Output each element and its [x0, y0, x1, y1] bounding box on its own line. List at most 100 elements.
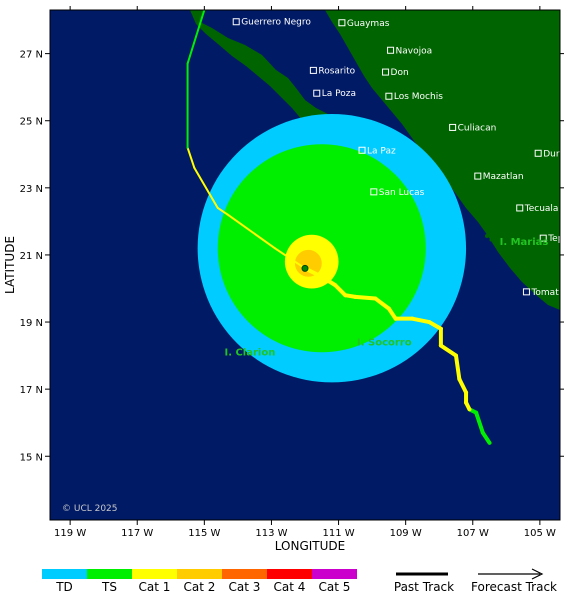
past-track-label: Past Track — [394, 580, 454, 594]
city-marker — [385, 92, 393, 100]
legend-swatch — [267, 569, 312, 579]
city-label: Mazatlan — [483, 172, 524, 182]
track-segment — [193, 166, 219, 209]
city-label: Durango — [543, 149, 580, 159]
plot-frame — [49, 9, 561, 521]
legend-swatch — [132, 569, 177, 579]
island-label: I. Clarion — [224, 348, 275, 359]
lat-tick-label: 19 N — [20, 318, 43, 329]
city-marker — [516, 204, 524, 212]
legend-swatch — [87, 569, 132, 579]
legend-label: TD — [55, 580, 73, 594]
city-marker — [449, 123, 457, 131]
city-label: Rosarito — [318, 66, 355, 76]
lat-tick-label: 15 N — [20, 452, 43, 463]
copyright-text: © UCL 2025 — [62, 504, 118, 514]
city-label: San Lucas — [379, 188, 425, 198]
track-segment — [427, 320, 443, 331]
city-marker — [313, 89, 321, 97]
island-label: I. Marias — [500, 237, 549, 248]
track-segment — [474, 410, 485, 435]
lat-tick-label: 27 N — [20, 50, 43, 61]
cat2-wind-radius — [294, 249, 322, 277]
legend-swatch — [177, 569, 222, 579]
track-segment — [186, 10, 206, 65]
track-segment — [386, 306, 398, 321]
city-label: La Paz — [367, 146, 396, 156]
lat-tick-label: 23 N — [20, 184, 43, 195]
cities-layer: Guerrero Negro Guaymas Navojoa Rosarito Don L… — [232, 18, 580, 298]
lon-tick-label: 115 W — [188, 528, 220, 539]
city-marker — [522, 288, 530, 296]
lon-tick-label: 113 W — [255, 528, 287, 539]
mainland-mexico-land — [325, 10, 560, 310]
marias-island-shape-2 — [489, 238, 493, 242]
city-label: Tecuala — [524, 204, 559, 214]
track-segment — [453, 353, 462, 382]
lon-tick-label: 109 W — [390, 528, 422, 539]
city-label: Navojoa — [396, 46, 433, 56]
track-segment — [457, 377, 469, 395]
city-marker — [370, 188, 378, 196]
legend-swatch — [222, 569, 267, 579]
city-label: Tomatlan — [530, 288, 572, 298]
category-legend: TD TS Cat 1 Cat 2 Cat 3 Cat 4 Cat 5 — [42, 569, 357, 594]
axis-layer: 119 W 117 W 115 W 113 W 111 W 109 W 107 W 105 W… — [20, 6, 564, 539]
legend-label: Cat 3 — [229, 580, 261, 594]
city-label: Tepic — [547, 234, 571, 244]
track-segment — [373, 296, 391, 311]
legend-swatch — [312, 569, 357, 579]
city-label: Los Mochis — [394, 92, 443, 102]
legend-label: TS — [101, 580, 117, 594]
wind-field-layer — [197, 114, 467, 383]
track-segment — [353, 294, 378, 301]
city-marker — [338, 19, 346, 27]
lat-tick-label: 21 N — [20, 251, 43, 262]
forecast-track-arrowhead — [531, 568, 544, 580]
track-segment — [480, 430, 492, 445]
x-axis-label: LONGITUDE — [275, 539, 345, 553]
track-layer — [186, 10, 492, 445]
track-segment — [438, 343, 458, 358]
legend-label: Cat 2 — [184, 580, 216, 594]
city-marker — [358, 146, 366, 154]
islands-layer: I. Marias I. Socorro I. Clarion — [224, 237, 548, 359]
city-marker — [382, 68, 390, 76]
city-marker — [232, 18, 240, 26]
track-segment — [319, 274, 338, 288]
lat-tick-label: 17 N — [20, 385, 43, 396]
lon-tick-label: 119 W — [54, 528, 86, 539]
city-marker — [539, 234, 547, 242]
city-label: Guerrero Negro — [241, 18, 311, 28]
lon-tick-label: 117 W — [121, 528, 153, 539]
city-marker — [534, 149, 542, 157]
track-segment — [273, 247, 306, 270]
legend-label: Cat 1 — [139, 580, 171, 594]
track-segment — [333, 283, 348, 298]
current-position-marker — [301, 264, 309, 272]
past-track-legend: Past Track — [394, 572, 454, 594]
lon-tick-label: 105 W — [524, 528, 556, 539]
city-marker — [474, 172, 482, 180]
legend-label: Cat 5 — [319, 580, 351, 594]
city-label: La Poza — [322, 89, 356, 99]
city-label: Guaymas — [347, 19, 390, 29]
lon-tick-label: 107 W — [457, 528, 489, 539]
forecast-track-label: Forecast Track — [471, 580, 557, 594]
y-axis-label: LATITUDE — [3, 236, 17, 294]
track-segment — [226, 213, 276, 250]
track-segment — [216, 206, 229, 216]
island-label: I. Socorro — [357, 338, 412, 349]
marias-island-shape — [485, 234, 489, 238]
city-marker — [309, 66, 317, 74]
lat-tick-label: 25 N — [20, 117, 43, 128]
city-label: Culiacan — [458, 123, 497, 133]
lon-tick-label: 111 W — [322, 528, 354, 539]
forecast-track-legend: Forecast Track — [471, 568, 557, 594]
track-segment — [186, 146, 196, 169]
legend-label: Cat 4 — [274, 580, 306, 594]
track-segment — [410, 316, 432, 325]
legend-swatch — [42, 569, 87, 579]
city-marker — [387, 46, 395, 54]
